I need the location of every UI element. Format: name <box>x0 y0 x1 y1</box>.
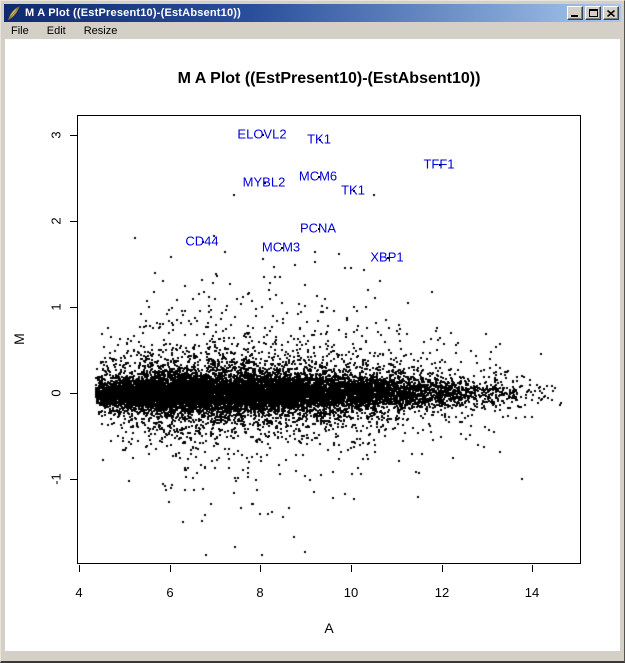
scatter-point-cloud <box>1 1 624 661</box>
app-window: M A Plot ((EstPresent10)-(EstAbsent10)) … <box>0 0 625 663</box>
